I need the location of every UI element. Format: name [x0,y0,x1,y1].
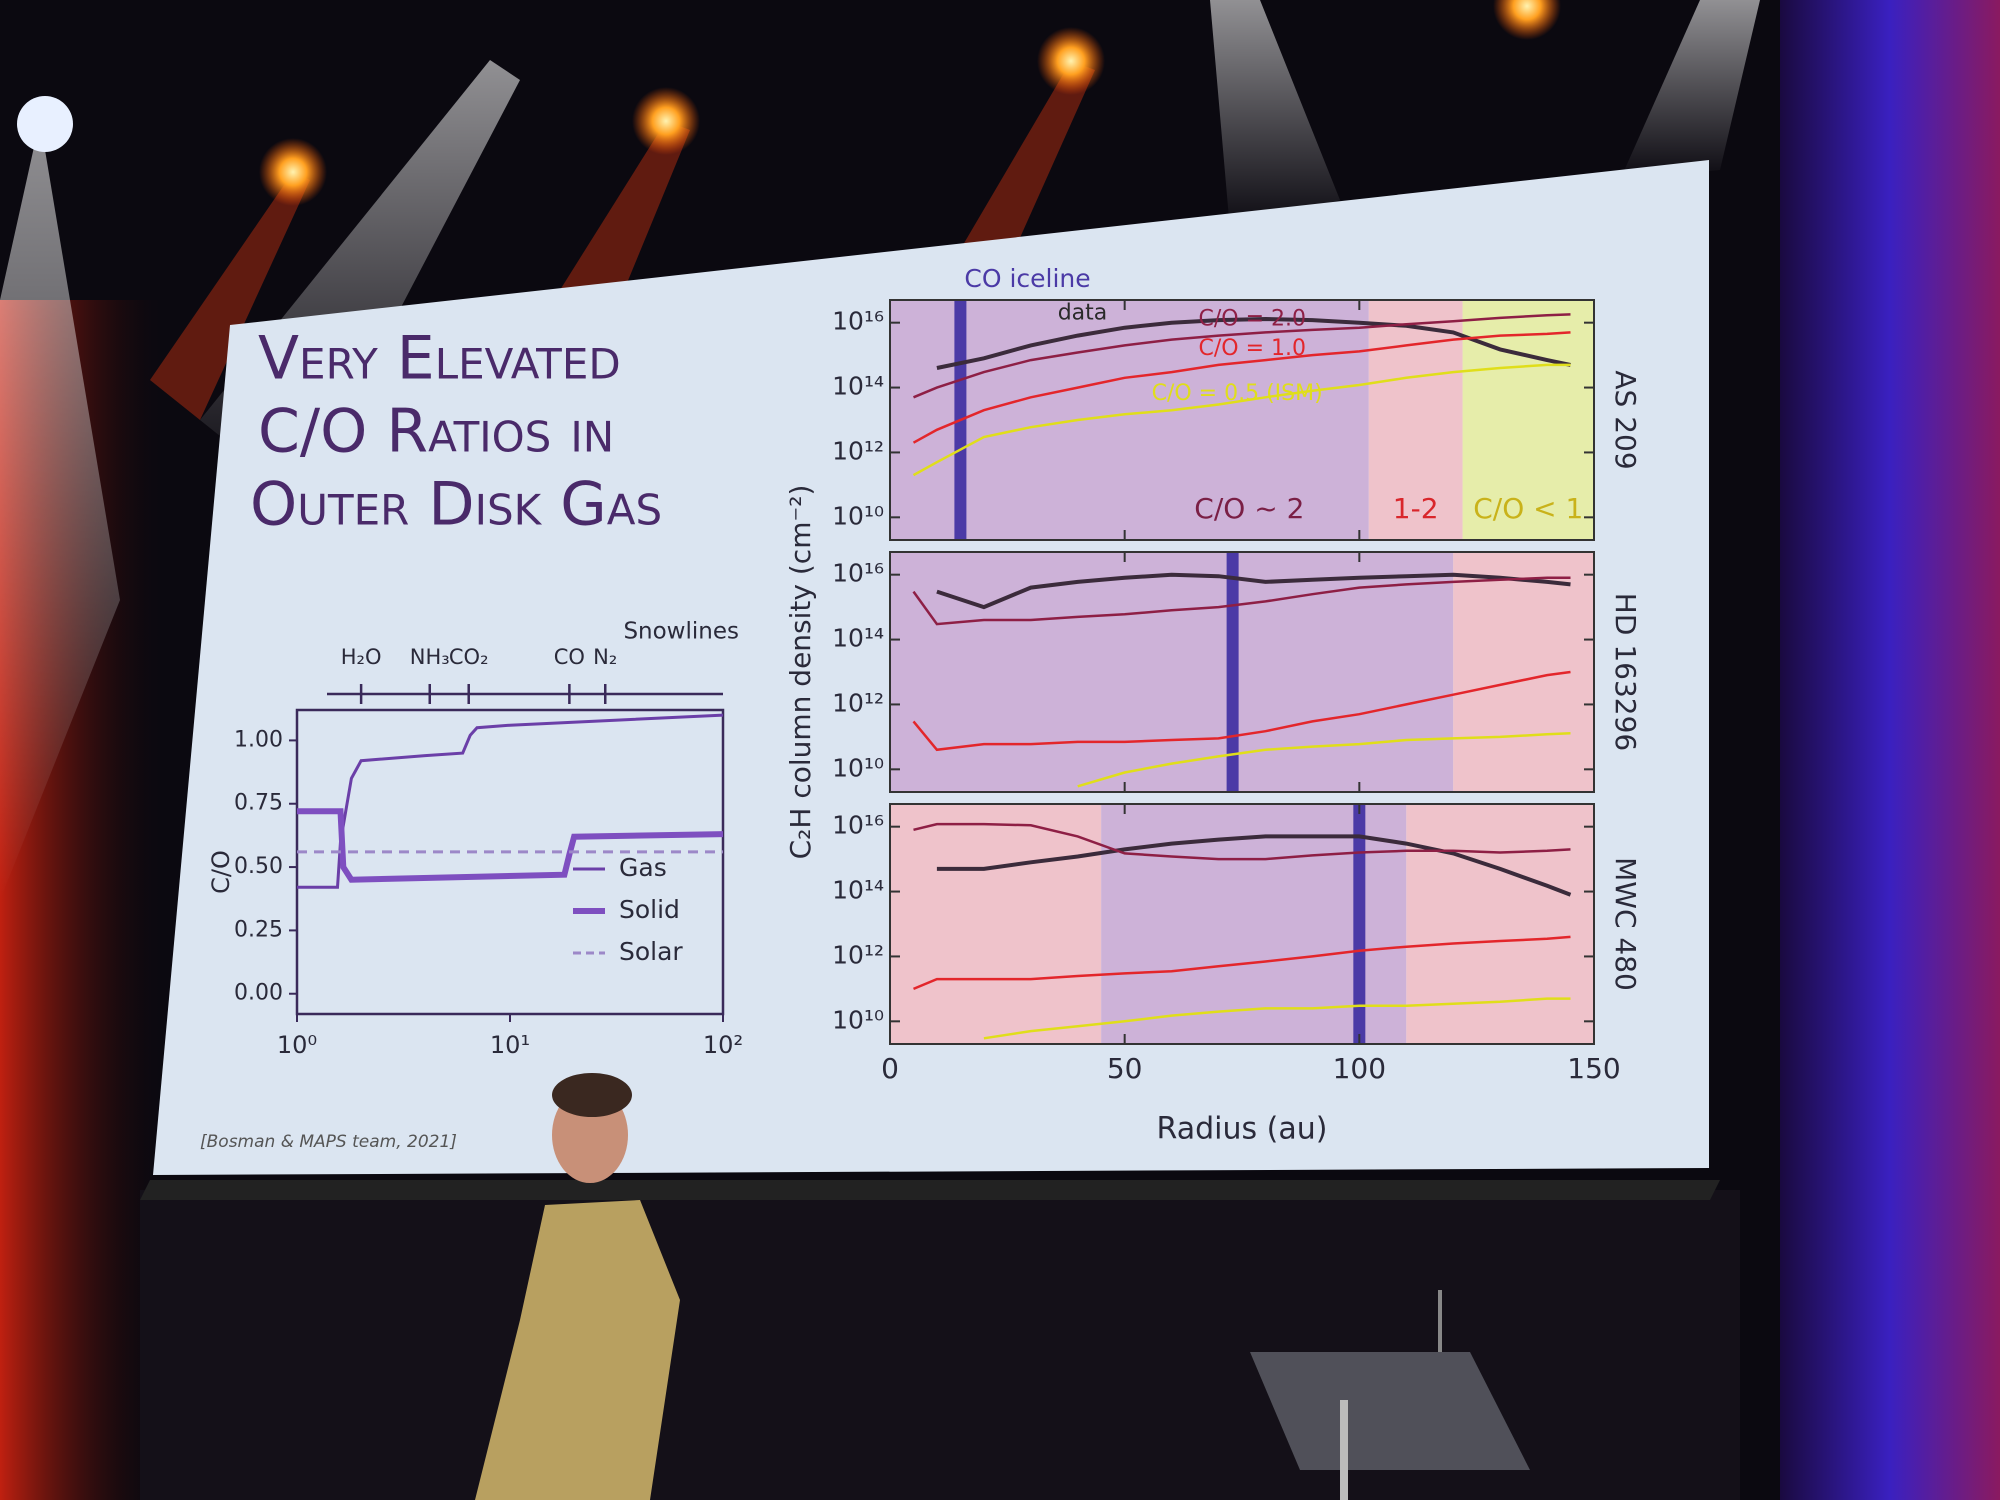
panel-name: HD 163296 [1609,593,1642,751]
podium [1250,1290,1530,1500]
series-line [983,997,1571,1040]
y-tick-label: 10¹⁴ [832,372,884,401]
series-line [913,822,1571,861]
x-tick-label: 10⁰ [277,1031,317,1059]
region-label: 1-2 [1393,492,1439,525]
y-tick-label: 10¹⁶ [832,811,884,840]
panel-frame [889,551,1595,793]
x-tick-label: 100 [1333,1052,1386,1085]
podium-post [1340,1400,1348,1500]
light-beam [0,120,120,900]
screen-frame [140,1180,1720,1200]
snowline-label: N₂ [593,645,617,669]
y-tick-label: 10¹² [832,436,884,465]
snowline-label: H₂O [341,645,382,669]
panel-name: MWC 480 [1609,857,1642,991]
iceline-label: CO iceline [964,264,1090,293]
series-line [912,576,1571,626]
series-line [912,363,1571,477]
series-line [297,808,724,883]
y-tick-label: 10¹² [832,688,884,717]
y-tick-label: 0.25 [234,917,283,942]
stage-back [140,1190,1740,1500]
x-tick-label: 10¹ [490,1031,530,1059]
y-tick-label: 0.00 [234,981,283,1006]
red-beam [150,172,310,420]
y-tick-label: 10¹⁶ [832,307,884,336]
region-band [890,300,1369,540]
stage-light [632,87,700,155]
right-curtain [1780,0,2000,1500]
x-tick-label: 150 [1567,1052,1620,1085]
speaker [475,1073,680,1500]
speaker-hair [552,1073,632,1117]
series-line [913,935,1571,991]
snowline-label: CO₂ [449,645,489,669]
x-tick-label: 50 [1107,1052,1143,1085]
y-tick-label: 0.50 [234,854,283,879]
series-line [936,316,1571,370]
series-label: data [1058,301,1108,326]
stage-light [259,138,327,206]
y-tick-label: 0.75 [234,791,283,816]
slide-title: C/O Ratios in [258,397,614,467]
legend-label: Solar [619,937,683,966]
region-band [890,804,1102,1044]
slide-title: Very Elevated [258,324,621,394]
series-label: C/O = 0.5 (ISM) [1152,381,1323,406]
y-tick-label: 10¹⁴ [832,624,884,653]
legend-label: Solid [619,895,680,924]
series-line [1077,731,1571,788]
series-line [913,313,1571,399]
series-label: C/O = 1.0 [1199,336,1307,361]
panel-name: AS 209 [1609,370,1642,469]
slide-title: Outer Disk Gas [250,470,662,540]
iceline [1353,804,1366,1044]
y-tick-label: 10¹⁰ [832,501,884,530]
y-axis-label: C₂H column density (cm⁻²) [784,485,817,860]
legend-label: Gas [619,853,667,882]
region-label: C/O < 1 [1473,492,1583,525]
series-label: C/O = 2.0 [1199,307,1307,332]
region-band [1406,804,1594,1044]
stage-light [17,96,73,152]
y-tick-label: 10¹² [832,940,884,969]
y-tick-label: 10¹⁴ [832,876,884,905]
panel-frame [889,803,1595,1045]
series-line [912,670,1571,752]
red-beam [960,61,1095,260]
series-line [936,572,1571,610]
light-beam [1620,0,1760,180]
speaker-dress [475,1200,680,1500]
snowline-label: NH₃ [410,645,450,669]
region-band [890,552,1454,792]
region-band [1462,300,1594,540]
panel-frame [889,299,1595,541]
y-tick-label: 10¹⁰ [832,753,884,782]
podium-top [1250,1352,1530,1470]
stage-light [1493,0,1561,40]
y-axis-label: C/O [207,850,235,894]
region-label: C/O ~ 2 [1194,492,1304,525]
citation: [Bosman & MAPS team, 2021] [200,1132,457,1152]
snowlines-title: Snowlines [623,619,739,645]
series-line [297,713,724,889]
x-tick-label: 10² [703,1031,743,1059]
y-tick-label: 10¹⁰ [832,1005,884,1034]
series-line [912,331,1571,444]
iceline [1226,552,1239,792]
snowline-label: CO [554,645,585,669]
red-beam [560,121,690,300]
stage-light [1037,27,1105,95]
x-axis-label: Radius (au) [1157,1112,1328,1147]
series-line [936,834,1572,897]
y-tick-label: 10¹⁶ [832,559,884,588]
y-tick-label: 1.00 [234,727,283,752]
light-beam [1210,0,1340,230]
x-tick-label: 0 [881,1052,899,1085]
region-band [1453,552,1594,792]
